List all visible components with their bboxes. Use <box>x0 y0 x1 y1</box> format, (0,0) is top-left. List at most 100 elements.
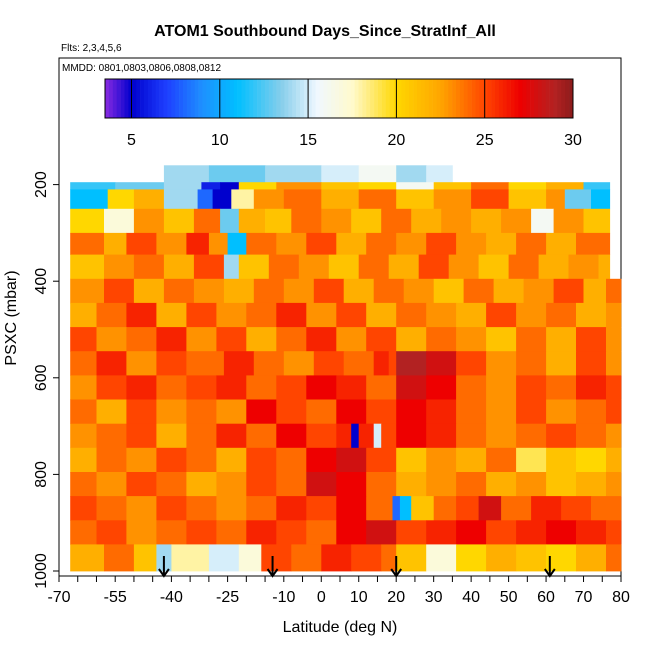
heatmap-cell <box>96 375 127 400</box>
heatmap-cell <box>343 278 375 304</box>
heatmap-cell <box>426 399 457 424</box>
heatmap-cell <box>441 208 472 234</box>
heatmap-cell <box>463 278 494 304</box>
heatmap-cell <box>516 375 547 400</box>
colorbar-segment <box>553 79 558 118</box>
heatmap-cell <box>283 278 315 304</box>
heatmap-cell <box>426 423 457 449</box>
colorbar-segment <box>366 79 371 118</box>
heatmap-cell <box>70 189 109 210</box>
heatmap-cell <box>351 423 360 449</box>
heatmap-cell <box>366 447 397 473</box>
heatmap-cell <box>426 447 457 473</box>
colorbar-segment <box>452 79 457 118</box>
heatmap-cell <box>186 302 217 328</box>
heatmap-cell <box>486 423 517 449</box>
y-tick-label: 1000 <box>33 553 50 589</box>
colorbar-segment <box>140 79 145 118</box>
colorbar-segment <box>144 79 149 118</box>
heatmap-cell <box>456 375 487 400</box>
heatmap-cell <box>96 447 127 473</box>
heatmap-cell <box>186 496 217 521</box>
x-tick-label: 50 <box>500 589 518 606</box>
heatmap-cell <box>396 423 427 449</box>
colorbar-segment <box>456 79 461 118</box>
heatmap-cell <box>366 375 397 400</box>
colorbar-tick-label: 10 <box>211 132 229 149</box>
heatmap-cell <box>238 544 262 572</box>
heatmap-cell <box>133 544 157 572</box>
colorbar-segment <box>378 79 383 118</box>
heatmap-cell <box>396 232 427 255</box>
heatmap-cell <box>186 520 217 545</box>
colorbar-segment <box>444 79 449 118</box>
heatmap-cell <box>306 232 337 255</box>
colorbar-segment <box>331 79 336 118</box>
colorbar-segment <box>159 79 164 118</box>
heatmap-cell <box>516 447 547 473</box>
heatmap-cell <box>508 182 547 190</box>
heatmap-cell <box>486 447 517 473</box>
heatmap-cell <box>546 232 577 255</box>
heatmap-cell <box>126 375 157 400</box>
heatmap-cell <box>96 423 127 449</box>
heatmap-cell <box>126 447 157 473</box>
heatmap-cell <box>313 278 345 304</box>
heatmap-cell <box>456 232 487 255</box>
heatmap-cell <box>606 520 622 545</box>
heatmap-cell <box>381 208 412 234</box>
heatmap-cell <box>373 351 390 376</box>
heatmap-cell <box>486 302 517 328</box>
heatmap-cell <box>426 375 457 400</box>
colorbar-segment <box>163 79 168 118</box>
heatmap-cell <box>276 182 322 190</box>
heatmap-cell <box>426 302 457 328</box>
colorbar-segment <box>108 79 114 118</box>
heatmap-cell <box>186 351 225 376</box>
heatmap-cell <box>358 254 390 280</box>
colorbar-tick-label: 5 <box>127 132 136 149</box>
colorbar-segment <box>311 79 316 118</box>
heatmap-cell <box>70 208 105 234</box>
colorbar-tick-label: 25 <box>476 132 494 149</box>
heatmap-cell <box>606 302 622 328</box>
heatmap-cell <box>212 189 232 210</box>
colorbar-segment <box>569 79 574 118</box>
heatmap-cell <box>70 472 97 497</box>
colorbar-tick-label: 30 <box>564 132 582 149</box>
heatmap-cell <box>546 189 566 210</box>
x-tick-label: 60 <box>537 589 555 606</box>
heatmap-cell <box>193 208 221 234</box>
heatmap-cell <box>516 302 547 328</box>
heatmap-cell <box>358 182 397 190</box>
heatmap-cell <box>186 472 217 497</box>
heatmap-cell <box>523 278 554 304</box>
heatmap-cell <box>358 423 375 449</box>
heatmap-cell <box>583 182 611 190</box>
x-tick-label: 10 <box>350 589 368 606</box>
colorbar-segment <box>136 79 141 118</box>
colorbar-segment <box>530 79 535 118</box>
colorbar-segment <box>147 79 153 118</box>
heatmap-cell <box>96 351 127 376</box>
heatmap-cell <box>306 399 337 424</box>
colorbar-segment <box>171 79 176 118</box>
heatmap-cell <box>396 447 427 473</box>
heatmap-cell <box>493 278 524 304</box>
colorbar-segment <box>420 79 426 118</box>
y-axis-label: PSXC (mbar) <box>3 270 20 365</box>
colorbar-segment <box>257 79 262 118</box>
colorbar-segment <box>545 79 550 118</box>
heatmap-cell <box>471 189 509 210</box>
colorbar-segment <box>510 79 515 118</box>
heatmap-cell <box>126 423 157 449</box>
heatmap-cell <box>246 447 277 473</box>
colorbar-segment <box>436 79 441 118</box>
heatmap-cell <box>156 472 187 497</box>
heatmap-cell <box>486 232 517 255</box>
heatmap-cell <box>351 544 382 572</box>
heatmap-cell <box>171 544 210 572</box>
heatmap-cell <box>381 544 397 572</box>
heatmap-cell <box>336 447 367 473</box>
x-tick-label: 20 <box>387 589 405 606</box>
